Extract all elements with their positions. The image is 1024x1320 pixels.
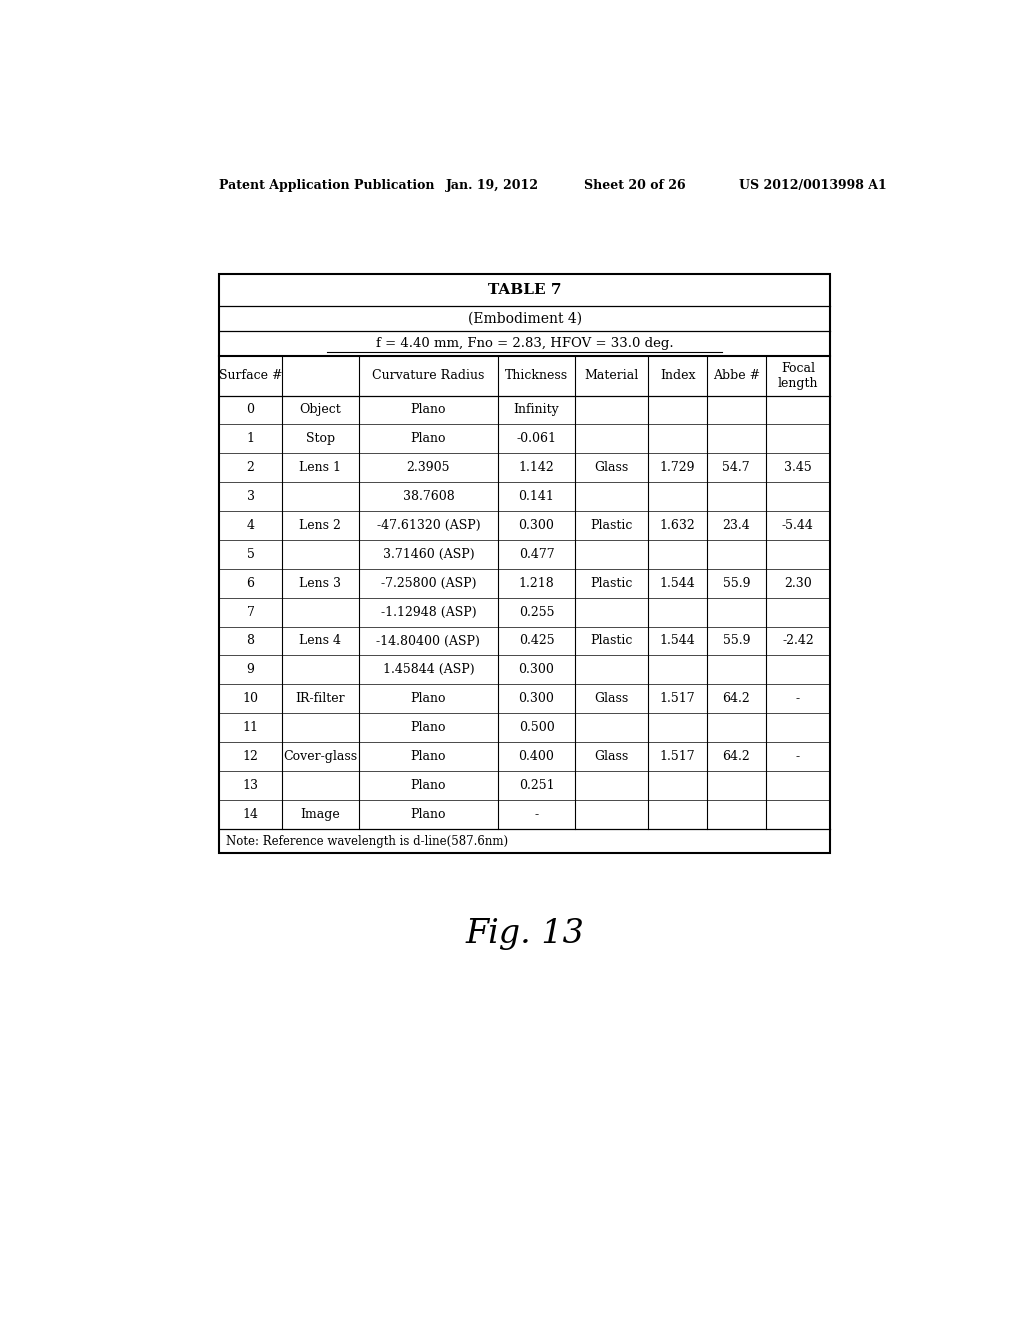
Text: 0.300: 0.300 [518,519,554,532]
Text: 5: 5 [247,548,255,561]
Text: 0: 0 [247,404,255,417]
Text: 2: 2 [247,461,255,474]
Text: Object: Object [299,404,341,417]
Text: Lens 4: Lens 4 [299,635,341,648]
Text: Lens 3: Lens 3 [299,577,341,590]
Text: 0.477: 0.477 [519,548,554,561]
Text: Infinity: Infinity [514,404,559,417]
Text: Focal
length: Focal length [777,362,818,389]
Text: -2.42: -2.42 [782,635,814,648]
Text: Plastic: Plastic [591,577,633,590]
Text: Cover-glass: Cover-glass [284,750,357,763]
Text: 23.4: 23.4 [723,519,751,532]
Text: 55.9: 55.9 [723,635,750,648]
Text: Abbe #: Abbe # [713,370,760,381]
Text: -1.12948 (ASP): -1.12948 (ASP) [381,606,476,619]
Text: 54.7: 54.7 [723,461,751,474]
Text: 12: 12 [243,750,258,763]
Text: Index: Index [659,370,695,381]
Text: Glass: Glass [595,750,629,763]
Text: Plano: Plano [411,808,446,821]
Text: 0.425: 0.425 [519,635,554,648]
Text: Surface #: Surface # [219,370,283,381]
Text: 14: 14 [243,808,259,821]
Text: Fig. 13: Fig. 13 [465,919,585,950]
Text: Plano: Plano [411,779,446,792]
Text: 1.218: 1.218 [518,577,554,590]
Text: TABLE 7: TABLE 7 [488,282,561,297]
Text: -47.61320 (ASP): -47.61320 (ASP) [377,519,480,532]
Text: 3.71460 (ASP): 3.71460 (ASP) [383,548,474,561]
Text: 55.9: 55.9 [723,577,750,590]
Text: 0.500: 0.500 [518,721,554,734]
Text: 0.300: 0.300 [518,692,554,705]
Text: -7.25800 (ASP): -7.25800 (ASP) [381,577,476,590]
Text: Plano: Plano [411,721,446,734]
Text: 38.7608: 38.7608 [402,490,455,503]
Text: Plano: Plano [411,750,446,763]
Text: Jan. 19, 2012: Jan. 19, 2012 [445,178,539,191]
Text: -14.80400 (ASP): -14.80400 (ASP) [377,635,480,648]
Text: -: - [535,808,539,821]
Text: 0.255: 0.255 [519,606,554,619]
Text: Glass: Glass [595,692,629,705]
Text: 13: 13 [243,779,259,792]
Text: 1.544: 1.544 [659,635,695,648]
Text: Lens 2: Lens 2 [299,519,341,532]
Text: -: - [796,692,800,705]
Text: 11: 11 [243,721,259,734]
Text: 6: 6 [247,577,255,590]
Text: 0.251: 0.251 [519,779,554,792]
Text: 9: 9 [247,664,255,676]
Text: -: - [796,750,800,763]
Text: Curvature Radius: Curvature Radius [372,370,484,381]
Text: 8: 8 [247,635,255,648]
Text: Patent Application Publication: Patent Application Publication [219,178,435,191]
Text: Glass: Glass [595,461,629,474]
Text: 3: 3 [247,490,255,503]
Text: -5.44: -5.44 [782,519,814,532]
Text: 1.729: 1.729 [659,461,695,474]
Text: 0.400: 0.400 [518,750,554,763]
Text: Plastic: Plastic [591,635,633,648]
Text: 64.2: 64.2 [723,692,751,705]
Text: (Embodiment 4): (Embodiment 4) [468,312,582,326]
Text: 0.141: 0.141 [518,490,554,503]
Text: 1.544: 1.544 [659,577,695,590]
Text: 0.300: 0.300 [518,664,554,676]
Text: Plastic: Plastic [591,519,633,532]
Text: 4: 4 [247,519,255,532]
Text: Plano: Plano [411,433,446,445]
Text: Image: Image [300,808,340,821]
Text: 64.2: 64.2 [723,750,751,763]
Text: 1.517: 1.517 [659,750,695,763]
Text: 1.45844 (ASP): 1.45844 (ASP) [383,664,474,676]
Text: 10: 10 [243,692,259,705]
Text: Plano: Plano [411,404,446,417]
Text: Note: Reference wavelength is d-line(587.6nm): Note: Reference wavelength is d-line(587… [225,834,508,847]
Text: 1: 1 [247,433,255,445]
Text: Thickness: Thickness [505,370,568,381]
Text: 1.517: 1.517 [659,692,695,705]
Text: US 2012/0013998 A1: US 2012/0013998 A1 [738,178,887,191]
Bar [219,275,830,853]
Text: Stop: Stop [306,433,335,445]
Text: IR-filter: IR-filter [296,692,345,705]
Text: Material: Material [585,370,639,381]
Text: Lens 1: Lens 1 [299,461,341,474]
Text: Plano: Plano [411,692,446,705]
Text: 2.3905: 2.3905 [407,461,451,474]
Text: 3.45: 3.45 [784,461,812,474]
Text: 7: 7 [247,606,255,619]
Text: Sheet 20 of 26: Sheet 20 of 26 [584,178,685,191]
Text: 1.632: 1.632 [659,519,695,532]
Text: 1.142: 1.142 [518,461,554,474]
Text: f = 4.40 mm, Fno = 2.83, HFOV = 33.0 deg.: f = 4.40 mm, Fno = 2.83, HFOV = 33.0 deg… [376,337,674,350]
Text: -0.061: -0.061 [516,433,556,445]
Text: 2.30: 2.30 [784,577,812,590]
